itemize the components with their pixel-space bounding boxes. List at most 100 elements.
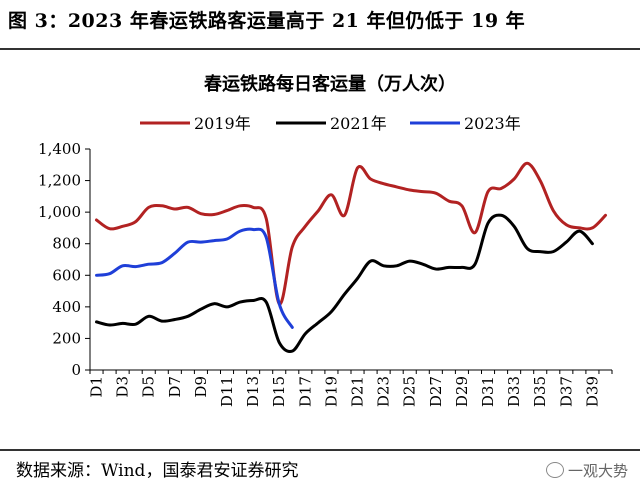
data-point-2019 [160, 205, 163, 207]
data-point-2021 [278, 341, 281, 344]
x-tick-label: D5 [140, 376, 158, 398]
y-tick-label: 200 [52, 329, 81, 347]
x-tick-label: D13 [244, 376, 262, 407]
data-point-2019 [578, 227, 581, 229]
data-point-2019 [304, 225, 307, 228]
data-point-2019 [226, 209, 228, 212]
y-tick-label: 0 [71, 361, 81, 379]
x-tick-label: D19 [322, 376, 340, 407]
data-point-2019 [461, 205, 463, 207]
x-tick-label: D11 [218, 376, 236, 407]
data-point-2023 [226, 238, 228, 240]
data-point-2021 [147, 315, 150, 318]
data-point-2019 [291, 246, 294, 248]
x-tick-label: D17 [296, 376, 314, 407]
legend-label-2019: 2019年 [194, 114, 251, 133]
data-point-2021 [356, 277, 359, 280]
y-tick-label: 600 [52, 266, 81, 284]
series-line-2021 [95, 213, 594, 353]
data-point-2019 [421, 190, 424, 193]
data-point-2021 [265, 301, 267, 303]
data-point-2021 [252, 299, 254, 302]
wechat-icon [545, 462, 564, 478]
chart-title: 春运铁路每日客运量（万人次） [204, 73, 456, 95]
series-line-2023 [95, 227, 294, 329]
data-point-2023 [160, 261, 163, 264]
data-point-2019 [539, 179, 542, 182]
x-tick-label: D7 [166, 376, 184, 398]
data-point-2023 [252, 228, 254, 231]
data-point-2019 [108, 227, 111, 230]
data-point-2023 [95, 274, 98, 277]
data-point-2021 [526, 247, 528, 250]
data-point-2021 [304, 332, 307, 335]
data-point-2021 [408, 260, 411, 262]
x-tick-label: D15 [270, 376, 288, 407]
x-tick-label: D3 [114, 376, 132, 398]
data-point-2021 [95, 321, 98, 323]
data-point-2021 [239, 301, 241, 303]
x-tick-label: D37 [557, 376, 575, 407]
x-tick-label: D35 [531, 376, 549, 407]
data-point-2019 [526, 162, 528, 165]
data-point-2021 [448, 266, 450, 269]
data-point-2023 [174, 252, 176, 254]
x-tick-label: D21 [349, 376, 367, 407]
legend: 2019年 2021年 2023年 [140, 114, 521, 133]
data-point-2021 [395, 265, 398, 267]
data-point-2019 [552, 209, 555, 212]
data-point-2021 [108, 324, 111, 326]
x-tick-label: D25 [401, 376, 419, 407]
data-point-2021 [382, 265, 385, 267]
data-point-2021 [134, 323, 137, 326]
data-point-2023 [121, 265, 124, 267]
x-tick-label: D27 [427, 376, 445, 407]
watermark: 一观大势 [545, 460, 628, 481]
data-point-2023 [265, 236, 267, 239]
data-point-2019 [435, 192, 437, 194]
data-point-2019 [265, 217, 267, 220]
watermark-text: 一观大势 [567, 462, 628, 480]
data-point-2019 [369, 178, 372, 180]
data-point-2021 [591, 242, 594, 245]
x-axis: D1 D3 D5 D7 D9 D11 D13 D15 D17 D19 D21 D23 D25 D27 D29… [88, 369, 613, 407]
legend-item-2023: 2023年 [410, 114, 521, 133]
data-point-2019 [239, 205, 241, 207]
data-point-2021 [552, 250, 555, 253]
data-point-2019 [252, 206, 254, 209]
data-point-2021 [174, 318, 176, 321]
data-point-2021 [578, 230, 581, 232]
series-layer [95, 161, 607, 353]
data-point-2019 [474, 231, 476, 234]
x-tick-label: D39 [583, 376, 601, 407]
data-point-2019 [565, 223, 568, 226]
data-point-2021 [291, 350, 294, 352]
data-point-2021 [513, 225, 515, 228]
data-point-2021 [213, 302, 215, 305]
data-point-2021 [343, 293, 346, 296]
data-point-2019 [317, 209, 320, 212]
data-point-2019 [500, 187, 502, 190]
data-point-2023 [187, 241, 189, 243]
data-point-2019 [330, 193, 333, 196]
data-point-2021 [160, 320, 163, 322]
data-point-2021 [500, 214, 502, 217]
data-point-2021 [539, 250, 542, 253]
data-point-2019 [395, 186, 398, 188]
y-tick-label: 800 [52, 235, 81, 253]
data-point-2019 [356, 167, 359, 169]
legend-item-2019: 2019年 [140, 114, 251, 133]
data-point-2019 [134, 220, 137, 223]
data-point-2019 [213, 213, 215, 216]
x-tick-label: D33 [505, 376, 523, 407]
y-tick-label: 1,000 [38, 203, 81, 221]
data-point-2019 [343, 214, 346, 217]
data-point-2023 [134, 265, 137, 268]
data-point-2021 [121, 322, 124, 325]
data-point-2019 [448, 200, 450, 202]
legend-label-2021: 2021年 [330, 114, 387, 133]
y-axis: 0 200 400 600 800 1,000 1,200 1,400 [38, 140, 91, 379]
data-point-2019 [408, 189, 411, 191]
data-point-2023 [278, 302, 281, 305]
data-point-2023 [213, 239, 215, 242]
